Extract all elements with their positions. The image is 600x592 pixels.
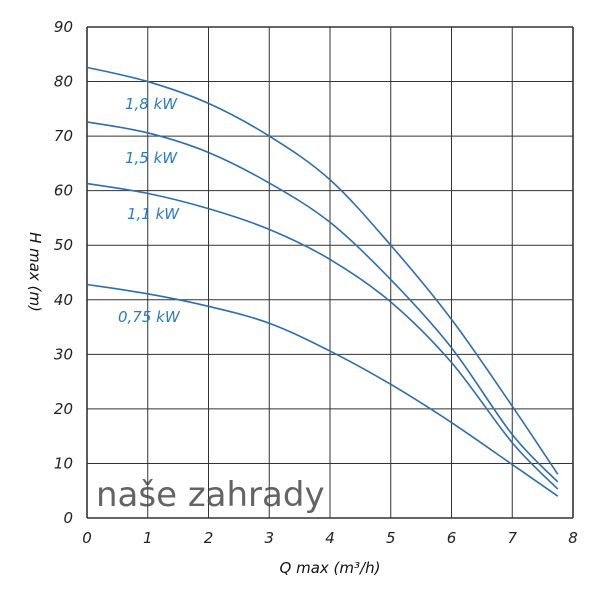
curve-1-1-kW [86,182,559,490]
x-tick-label: 7 [507,529,517,547]
curve-label: 1,1 kW [127,205,180,223]
curve-label: 0,75 kW [118,308,181,326]
grid [86,26,574,519]
y-tick-label: 60 [54,182,73,200]
x-axis-title: Q max (m³/h) [280,559,381,577]
watermark: naše zahrady [96,475,325,515]
y-tick-label: 20 [54,400,73,418]
curve-0-75-kW [86,283,559,497]
x-tick-label: 3 [264,529,274,547]
curve-label: 1,8 kW [125,95,178,113]
y-tick-label: 80 [54,73,73,91]
y-tick-label: 0 [63,509,73,527]
y-tick-label: 50 [54,236,73,254]
x-tick-label: 8 [568,529,578,547]
curve-label: 1,5 kW [125,149,178,167]
y-tick-label: 10 [54,454,73,472]
x-tick-label: 2 [204,529,214,547]
curve-1-8-kW [86,66,559,475]
x-tick-label: 0 [82,529,92,547]
y-tick-label: 30 [54,345,73,363]
curves [86,66,559,497]
y-tick-label: 70 [54,127,73,145]
y-tick-label: 40 [54,291,73,309]
x-tick-label: 1 [143,529,153,547]
x-tick-label: 5 [386,529,396,547]
curve-labels: 1,8 kW 1,5 kW 1,1 kW 0,75 kW [118,95,181,326]
y-tick-label: 90 [54,18,73,36]
x-tick-label: 6 [447,529,457,547]
curve-1-5-kW [86,121,559,483]
x-tick-label: 4 [325,529,335,547]
y-axis-title: H max (m) [26,232,44,312]
